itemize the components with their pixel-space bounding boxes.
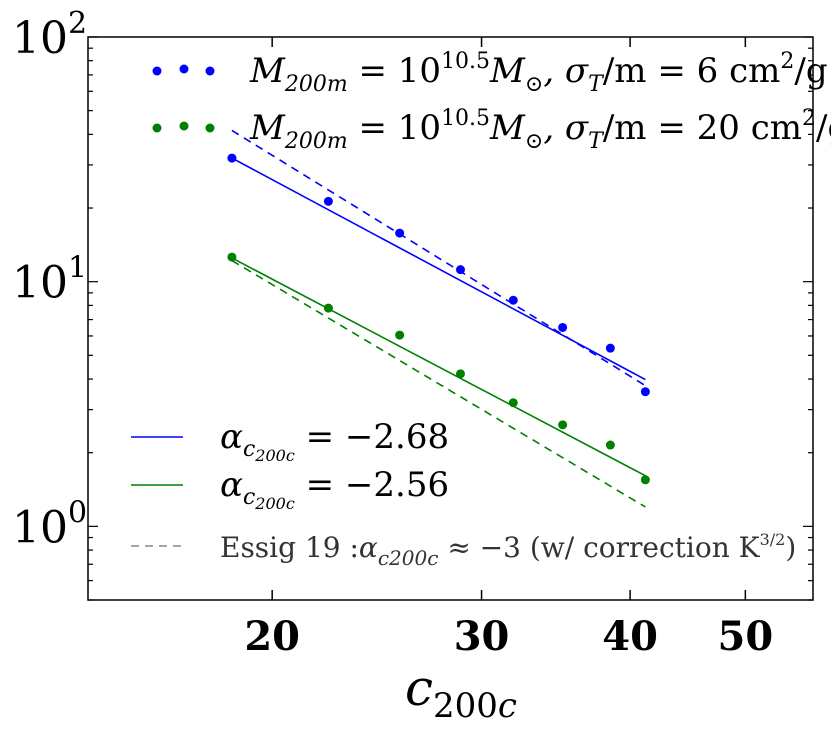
data-point [323, 196, 333, 206]
legend-marker [205, 66, 215, 76]
data-point [227, 252, 237, 262]
x-tick-label: 50 [718, 613, 774, 660]
x-axis-label-text: c200c [405, 659, 517, 726]
legend-bottom-label: αc200c = −2.56 [220, 465, 449, 513]
legend-top: M200m = 1010.5M⊙, σT/m = 6 cm2/g M200m = … [152, 49, 831, 154]
data-point [455, 265, 465, 275]
data-point [455, 369, 465, 379]
y-tick-label: 100 [12, 495, 87, 553]
data-point [395, 228, 405, 238]
x-tick-label: 40 [602, 613, 658, 660]
data-point [640, 475, 650, 485]
legend-marker [179, 121, 189, 131]
legend-bottom-label: Essig 19 :αc200c ≈ −3 (w/ correction K3/… [220, 530, 796, 570]
data-point [323, 303, 333, 313]
fit-line [231, 257, 646, 477]
x-tick-label: 30 [454, 613, 510, 660]
data-point [558, 420, 568, 430]
y-tick-label: 102 [12, 6, 87, 64]
legend-top-label: M200m = 1010.5M⊙, σT/m = 20 cm2/g [249, 106, 831, 154]
reference-dashed-line [231, 259, 646, 508]
legend-marker [152, 123, 162, 133]
legend-marker [179, 64, 189, 74]
data-point [640, 387, 650, 397]
legend-marker [205, 123, 215, 133]
y-tick-label: 101 [12, 251, 87, 309]
plot-frame [87, 36, 814, 601]
data-points [227, 153, 650, 485]
axis-ticks [88, 36, 813, 601]
data-point [558, 322, 568, 332]
data-point [508, 295, 518, 305]
data-point [227, 153, 237, 163]
data-point [395, 330, 405, 340]
x-axis-label: c200c [405, 659, 517, 726]
legend-marker [152, 66, 162, 76]
data-point [605, 440, 615, 450]
axis-tick-labels: 20 30 40 50 100 101 102 [12, 6, 773, 660]
legend-bottom-label: αc200c = −2.68 [220, 417, 449, 465]
reference-dashed-line [231, 129, 646, 387]
fit-lines [231, 129, 646, 508]
data-point [508, 398, 518, 408]
data-point [605, 343, 615, 353]
x-tick-label: 20 [244, 613, 300, 660]
fit-line [231, 157, 646, 381]
legend-top-label: M200m = 1010.5M⊙, σT/m = 6 cm2/g [249, 49, 828, 97]
